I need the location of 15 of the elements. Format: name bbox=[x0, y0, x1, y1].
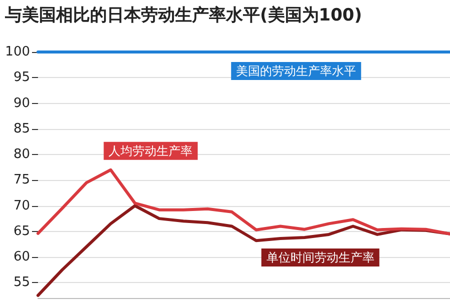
line-series bbox=[36, 168, 450, 236]
series-label: 单位时间劳动生产率 bbox=[266, 250, 374, 265]
y-tick-label: 55 bbox=[13, 275, 30, 290]
y-tick-label: 60 bbox=[13, 250, 30, 264]
y-tick-label: 80 bbox=[13, 147, 30, 162]
y-tick-label: 65 bbox=[13, 224, 30, 239]
y-tick-label: 70 bbox=[13, 198, 30, 214]
y-tick-label: 100 bbox=[5, 44, 30, 60]
chart-title: 与美国相比的日本劳动生产率水平(美国为100) bbox=[4, 6, 362, 26]
y-tick-label: 75 bbox=[13, 172, 30, 188]
y-tick-label: 95 bbox=[13, 70, 30, 86]
y-tick-label: 90 bbox=[13, 96, 30, 111]
y-tick-label: 85 bbox=[13, 121, 30, 136]
series-label: 人均劳动生产率 bbox=[108, 144, 193, 158]
series-label: 美国的劳动生产率水平 bbox=[236, 64, 356, 78]
